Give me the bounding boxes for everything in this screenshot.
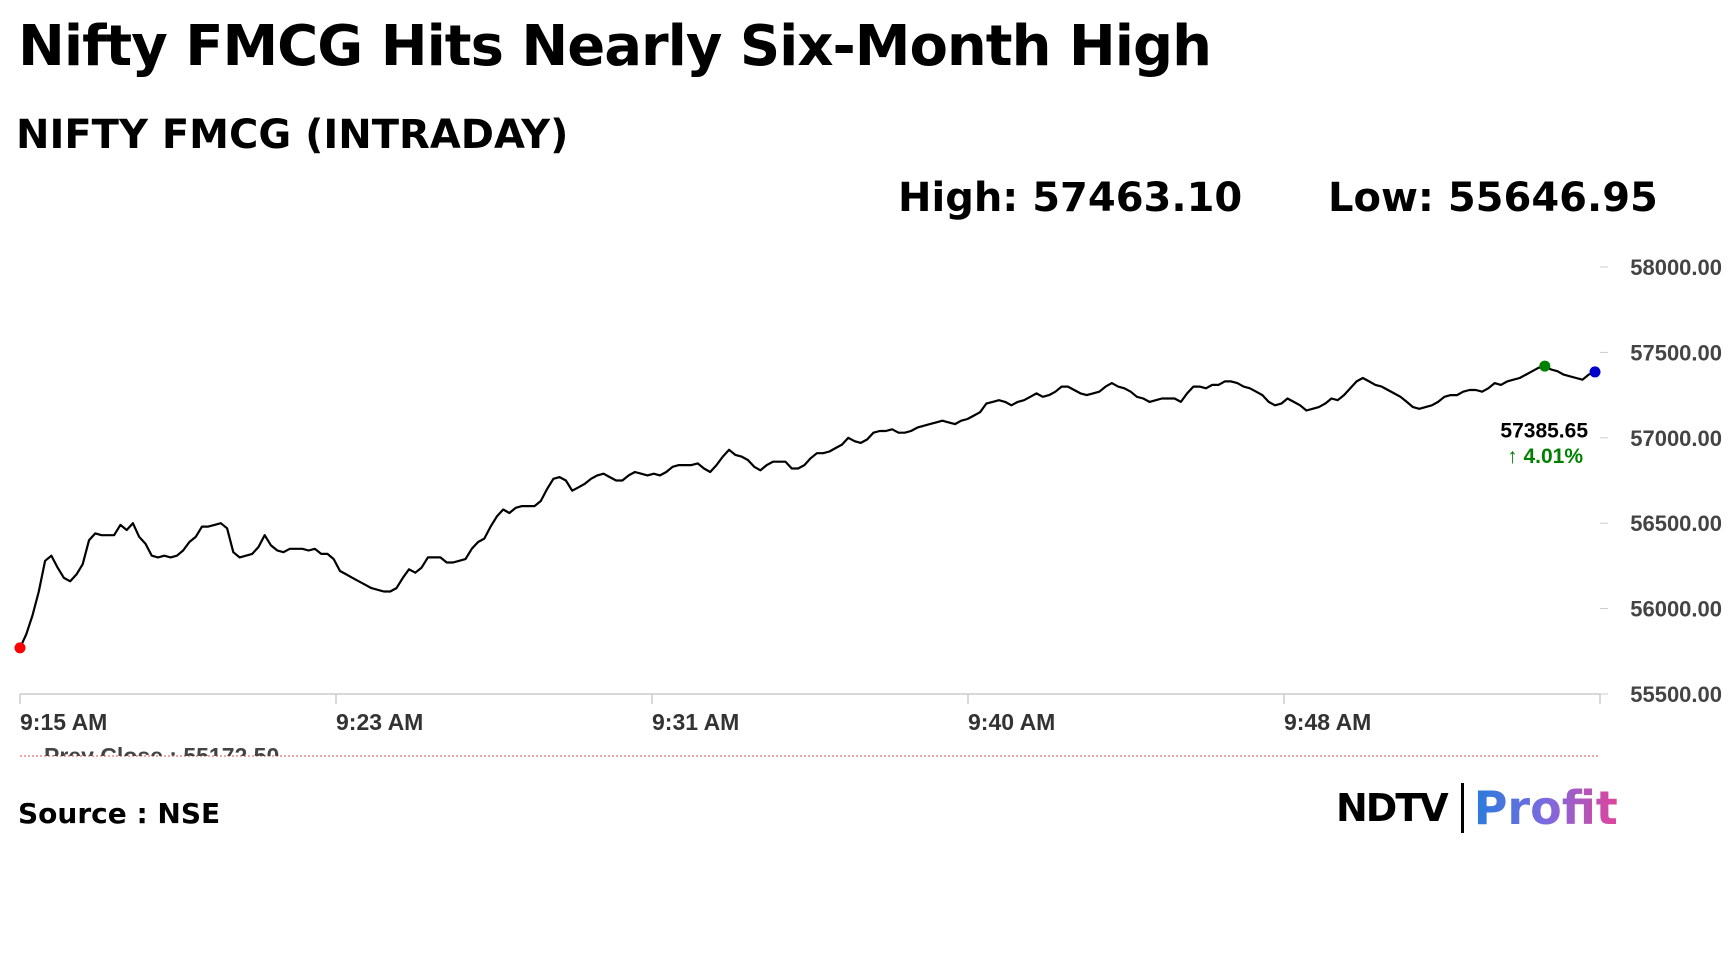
logo-profit-text: Profit: [1473, 781, 1618, 835]
change-percent-label: ↑ 4.01%: [1507, 445, 1583, 468]
day-high-stat: High: 57463.10: [898, 175, 1243, 221]
x-tick-label: 9:15 AM: [20, 709, 107, 735]
x-tick-label: 9:31 AM: [652, 709, 739, 735]
logo-ndtv-text: NDTV: [1336, 786, 1449, 830]
y-tick-label: 56500.00: [1630, 511, 1722, 536]
chart-title: NIFTY FMCG (INTRADAY): [16, 112, 569, 158]
high-point-marker: [1539, 360, 1551, 372]
source-label: Source : NSE: [18, 797, 221, 830]
y-tick-label: 57500.00: [1630, 340, 1722, 365]
y-tick-label: 55500.00: [1630, 682, 1722, 707]
day-low-stat: Low: 55646.95: [1328, 175, 1658, 221]
x-tick-label: 9:40 AM: [968, 709, 1055, 735]
x-tick-label: 9:23 AM: [336, 709, 423, 735]
last-value-label: 57385.65: [1500, 419, 1588, 442]
open-point-marker: [14, 642, 26, 654]
y-tick-label: 57000.00: [1630, 426, 1722, 451]
headline: Nifty FMCG Hits Nearly Six-Month High: [18, 14, 1212, 79]
ndtv-profit-logo: NDTV Profit: [1336, 781, 1618, 835]
logo-divider: [1460, 783, 1464, 833]
intraday-line-chart: 58000.00 57500.00 57000.00 56500.00 56000.00…: [14, 255, 1722, 769]
y-tick-label: 56000.00: [1630, 597, 1722, 622]
prev-close-label: Prev Close : 55172.50: [44, 743, 279, 769]
price-line: [19, 365, 1596, 649]
last-point-marker: [1589, 366, 1601, 378]
y-tick-label: 58000.00: [1630, 255, 1722, 280]
x-tick-label: 9:48 AM: [1284, 709, 1371, 735]
